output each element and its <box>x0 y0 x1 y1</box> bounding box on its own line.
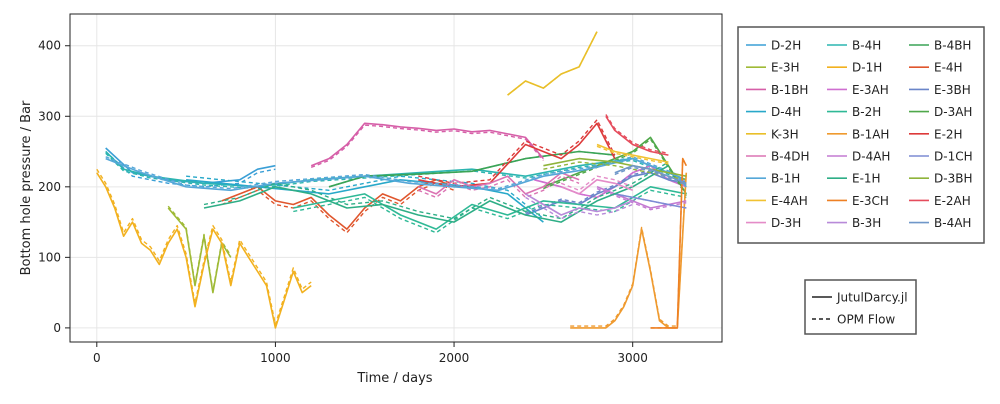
series-line-solid <box>507 31 598 96</box>
legend-label: E-2AH <box>934 194 971 208</box>
series-line-dashed <box>605 114 669 154</box>
y-axis-label: Bottom hole pressure / Bar <box>19 100 34 275</box>
x-axis-label: Time / days <box>356 371 432 386</box>
series-line-dashed <box>186 175 544 220</box>
legend-label: D-3H <box>771 216 801 230</box>
legend-label: B-1AH <box>852 127 889 141</box>
legend-label: E-1H <box>852 172 881 186</box>
legend-label: B-4DH <box>771 150 809 164</box>
legend-label: D-4H <box>771 105 801 119</box>
series-line-dashed <box>570 170 687 327</box>
y-tick-label: 300 <box>38 109 61 123</box>
series-line-solid <box>293 186 687 230</box>
series-line-solid <box>310 122 545 167</box>
series-line-dashed <box>310 124 544 169</box>
style-legend: JutulDarcy.jl OPM Flow <box>804 279 917 335</box>
legend-label: E-3BH <box>934 83 971 97</box>
legend-label: D-3AH <box>934 105 972 119</box>
y-tick-label: 200 <box>38 180 61 194</box>
style-legend-label: OPM Flow <box>837 313 895 327</box>
legend-label: E-3H <box>771 61 800 75</box>
series-line-solid <box>614 164 687 185</box>
legend-label: E-3AH <box>852 83 889 97</box>
style-legend-label: JutulDarcy.jl <box>836 291 908 305</box>
series-line-dashed <box>418 175 580 199</box>
series-line-dashed <box>525 170 687 214</box>
legend-label: B-1BH <box>771 83 808 97</box>
x-tick-label: 0 <box>93 351 101 365</box>
plot-background <box>70 14 722 342</box>
legend-label: D-2H <box>771 39 801 53</box>
legend-label: B-4AH <box>934 216 971 230</box>
series-line-dashed <box>167 205 232 292</box>
series-line-solid <box>525 193 633 216</box>
series-line-dashed <box>105 156 687 190</box>
series-line-solid <box>543 157 687 177</box>
series-layer <box>96 31 688 329</box>
legend-label: E-4H <box>934 61 963 75</box>
series-line-dashed <box>96 168 312 326</box>
series-line-dashed <box>596 145 669 165</box>
legend-label: B-3H <box>852 216 881 230</box>
legend-label: D-1CH <box>934 150 973 164</box>
y-tick-label: 400 <box>38 39 61 53</box>
legend-label: E-4AH <box>771 194 808 208</box>
series-line-dashed <box>650 157 687 329</box>
legend: D-2H B-4H B-4BH E-3H D-1H E-4H B-1BH E-3AH E-3BH… <box>737 26 985 244</box>
legend-label: E-3CH <box>852 194 889 208</box>
series-line-solid <box>96 172 312 329</box>
legend-label: B-4H <box>852 39 881 53</box>
legend-label: D-3BH <box>934 172 972 186</box>
series-line-dashed <box>105 152 687 190</box>
series-line-dashed <box>293 189 687 234</box>
x-tick-label: 1000 <box>260 351 291 365</box>
legend-box <box>737 26 985 244</box>
plot-area <box>70 14 722 342</box>
x-tick-label: 2000 <box>439 351 470 365</box>
legend-label: B-2H <box>852 105 881 119</box>
series-line-dashed <box>105 150 276 188</box>
x-tick-label: 3000 <box>617 351 648 365</box>
series-line-solid <box>203 165 669 223</box>
legend-label: D-4AH <box>852 150 890 164</box>
series-line-solid <box>605 115 669 156</box>
plot-frame <box>69 13 723 343</box>
legend-label: K-3H <box>771 127 799 141</box>
legend-label: B-1H <box>771 172 800 186</box>
series-line-dashed <box>560 175 633 192</box>
y-tick-label: 0 <box>53 321 61 335</box>
legend-label: E-2H <box>934 127 963 141</box>
y-tick-label: 100 <box>38 250 61 264</box>
style-legend-box <box>804 279 917 335</box>
series-line-dashed <box>203 161 669 220</box>
series-line-solid <box>596 143 669 163</box>
legend-label: B-4BH <box>934 39 971 53</box>
series-line-dashed <box>543 138 687 196</box>
series-line-dashed <box>614 166 687 186</box>
series-line-dashed <box>614 193 687 209</box>
legend-label: D-1H <box>852 61 882 75</box>
series-line-solid <box>596 186 687 209</box>
axes: 0 1000 2000 3000 0 100 200 300 400 <box>38 13 723 365</box>
series-line-solid <box>560 179 633 195</box>
